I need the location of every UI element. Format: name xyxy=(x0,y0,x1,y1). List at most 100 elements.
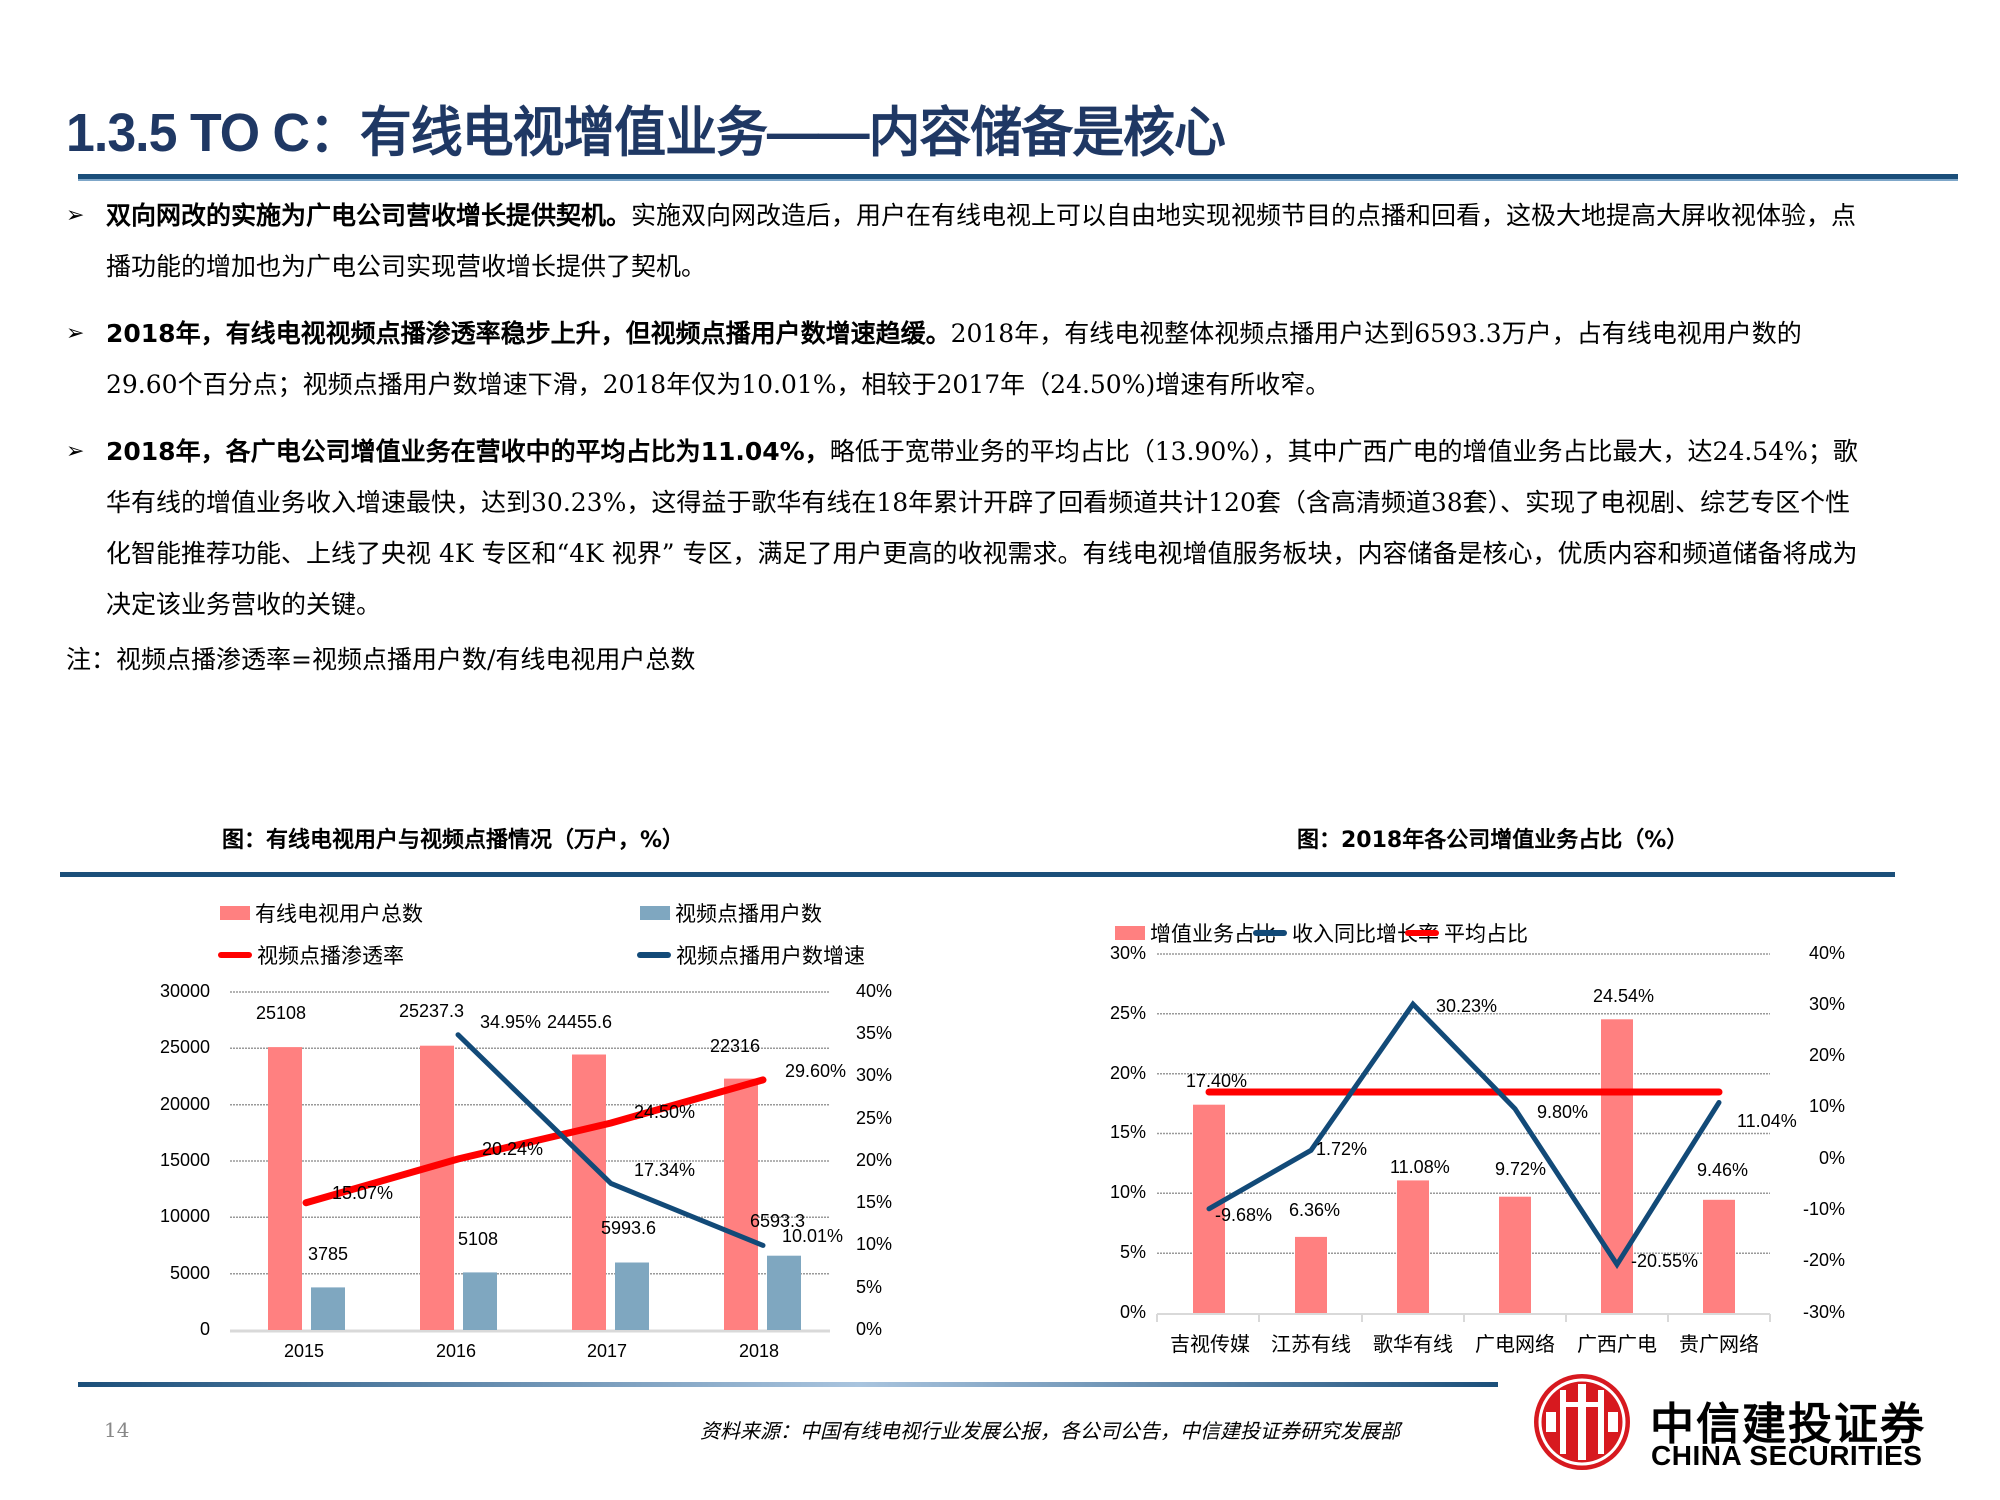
right-axis-tick: 0% xyxy=(856,1319,883,1339)
data-label: 5993.6 xyxy=(601,1218,657,1238)
left-axis-tick: 25000 xyxy=(159,1037,210,1057)
right-axis-tick: 10% xyxy=(1808,1096,1845,1116)
category-label: 2018 xyxy=(739,1341,780,1361)
category-label: 贵广网络 xyxy=(1679,1332,1759,1356)
right-axis-tick: 30% xyxy=(1808,994,1845,1014)
data-label: -20.55% xyxy=(1631,1251,1699,1271)
category-label: 江苏有线 xyxy=(1271,1332,1351,1356)
data-label: 6.36% xyxy=(1289,1200,1341,1220)
legend-swatch-red-line xyxy=(218,952,252,958)
left-axis-tick: 10% xyxy=(1109,1182,1146,1202)
title-divider xyxy=(78,174,1958,181)
right-axis-tick: 20% xyxy=(1808,1045,1845,1065)
right-axis-tick: 30% xyxy=(856,1065,893,1085)
data-label: 29.60% xyxy=(785,1061,847,1081)
bullet-body: 实施双向网改造后，用户在有线电视上可以自由地实现视频节目的点播和回看，这极大地提… xyxy=(106,201,1857,281)
left-axis-tick: 10000 xyxy=(159,1206,210,1226)
data-label: 25237.3 xyxy=(399,1001,465,1021)
legend-label: 视频点播用户数增速 xyxy=(676,944,865,968)
data-label: 9.46% xyxy=(1697,1160,1749,1180)
logo-text-english: CHINA SECURITIES xyxy=(1651,1440,1923,1471)
data-label: 9.72% xyxy=(1495,1159,1547,1179)
category-label: 广西广电 xyxy=(1577,1332,1657,1356)
arrow-bullet-icon: ➢ xyxy=(66,203,85,228)
data-label: 22316 xyxy=(710,1036,761,1056)
legend-swatch-red-line xyxy=(1405,930,1439,936)
right-axis-tick: 10% xyxy=(856,1234,893,1254)
right-axis-tick: 0% xyxy=(1818,1148,1845,1168)
data-label: 5108 xyxy=(458,1229,499,1249)
bullet-item: ➢ 2018年，各广电公司增值业务在营收中的平均占比为11.04%，略低于宽带业… xyxy=(66,426,1866,630)
data-label: 11.04% xyxy=(1737,1111,1797,1131)
left-axis-tick: 20% xyxy=(1109,1063,1146,1083)
arrow-bullet-icon: ➢ xyxy=(66,321,85,346)
legend-item: 增值业务占比 xyxy=(1115,918,1276,948)
right-axis-tick: 25% xyxy=(856,1108,893,1128)
logo-text-chinese: 中信建投证券 xyxy=(1650,1399,1926,1450)
footer-divider xyxy=(78,1382,1498,1387)
legend-label: 有线电视用户总数 xyxy=(255,902,423,926)
right-axis-tick: 15% xyxy=(856,1192,893,1212)
left-axis-tick: 30% xyxy=(1109,943,1146,963)
bullet-lead: 2018年，各广电公司增值业务在营收中的平均占比为11.04%， xyxy=(106,437,830,466)
data-label: 17.34% xyxy=(634,1160,696,1180)
category-label: 歌华有线 xyxy=(1373,1332,1453,1356)
right-axis-tick: -20% xyxy=(1802,1250,1845,1270)
chart-title-left: 图：有线电视用户与视频点播情况（万户，%） xyxy=(222,828,685,853)
data-label: 1.72% xyxy=(1316,1139,1368,1159)
legend-label: 视频点播用户数 xyxy=(675,902,822,926)
bullet-lead: 2018年，有线电视视频点播渗透率稳步上升，但视频点播用户数增速趋缓。 xyxy=(106,319,951,348)
data-label: 30.23% xyxy=(1436,996,1498,1016)
legend-label: 平均占比 xyxy=(1444,922,1528,946)
right-axis-tick: 35% xyxy=(856,1023,893,1043)
category-label: 2017 xyxy=(587,1341,628,1361)
left-axis-tick: 30000 xyxy=(159,981,210,1001)
legend-swatch-pink-bar xyxy=(220,906,250,920)
data-label: 11.08% xyxy=(1390,1157,1450,1177)
page-number: 14 xyxy=(104,1418,130,1442)
bullet-item: ➢ 2018年，有线电视视频点播渗透率稳步上升，但视频点播用户数增速趋缓。201… xyxy=(66,308,1866,410)
left-axis-tick: 5000 xyxy=(169,1263,210,1283)
right-axis-tick: 40% xyxy=(1808,943,1845,963)
category-label: 2016 xyxy=(436,1341,477,1361)
legend-swatch-navy-line xyxy=(637,952,671,958)
legend-item: 视频点播用户数增速 xyxy=(637,940,865,970)
category-label: 广电网络 xyxy=(1475,1332,1555,1356)
right-axis-tick: 5% xyxy=(856,1277,883,1297)
left-axis-tick: 0 xyxy=(199,1319,210,1339)
arrow-bullet-icon: ➢ xyxy=(66,439,85,464)
legend-item: 平均占比 xyxy=(1405,918,1528,948)
data-label: 6593.3 xyxy=(750,1211,806,1231)
category-label: 吉视传媒 xyxy=(1170,1332,1250,1356)
bullet-lead: 双向网改的实施为广电公司营收增长提供契机。 xyxy=(106,201,632,230)
data-label: 20.24% xyxy=(482,1139,544,1159)
left-axis-tick: 0% xyxy=(1119,1302,1146,1322)
right-axis-tick: 20% xyxy=(856,1150,893,1170)
left-axis-tick: 25% xyxy=(1109,1003,1146,1023)
left-axis-tick: 5% xyxy=(1119,1242,1146,1262)
data-label: 3785 xyxy=(308,1244,349,1264)
right-axis-tick: -10% xyxy=(1802,1199,1845,1219)
category-label: 2015 xyxy=(284,1341,325,1361)
china-securities-logo-icon xyxy=(1534,1374,1630,1470)
left-axis-tick: 20000 xyxy=(159,1094,210,1114)
data-label: 24.54% xyxy=(1593,986,1655,1006)
source-note: 资料来源：中国有线电视行业发展公报，各公司公告，中信建投证券研究发展部 xyxy=(700,1419,1400,1443)
footnote: 注：视频点播渗透率=视频点播用户数/有线电视用户总数 xyxy=(66,645,696,674)
legend-item: 视频点播用户数 xyxy=(640,898,822,928)
legend-swatch-pink-bar xyxy=(1115,926,1145,940)
bullet-body: 2018年，有线电视整体视频点播用户达到6593.3万户，占有线电视用户数的29… xyxy=(106,319,1802,399)
data-label: -9.68% xyxy=(1215,1205,1273,1225)
chart-divider xyxy=(60,872,1895,877)
page-title: 1.3.5 TO C：有线电视增值业务——内容储备是核心 xyxy=(66,103,1226,163)
legend-item: 视频点播渗透率 xyxy=(218,940,404,970)
bullet-list: ➢ 双向网改的实施为广电公司营收增长提供契机。实施双向网改造后，用户在有线电视上… xyxy=(66,190,1866,646)
left-axis-tick: 15% xyxy=(1109,1122,1146,1142)
data-label: 10.01% xyxy=(782,1226,844,1246)
left-axis-tick: 15000 xyxy=(159,1150,210,1170)
legend-item: 有线电视用户总数 xyxy=(220,898,423,928)
data-label: 9.80% xyxy=(1537,1102,1589,1122)
data-label: 25108 xyxy=(256,1003,307,1023)
